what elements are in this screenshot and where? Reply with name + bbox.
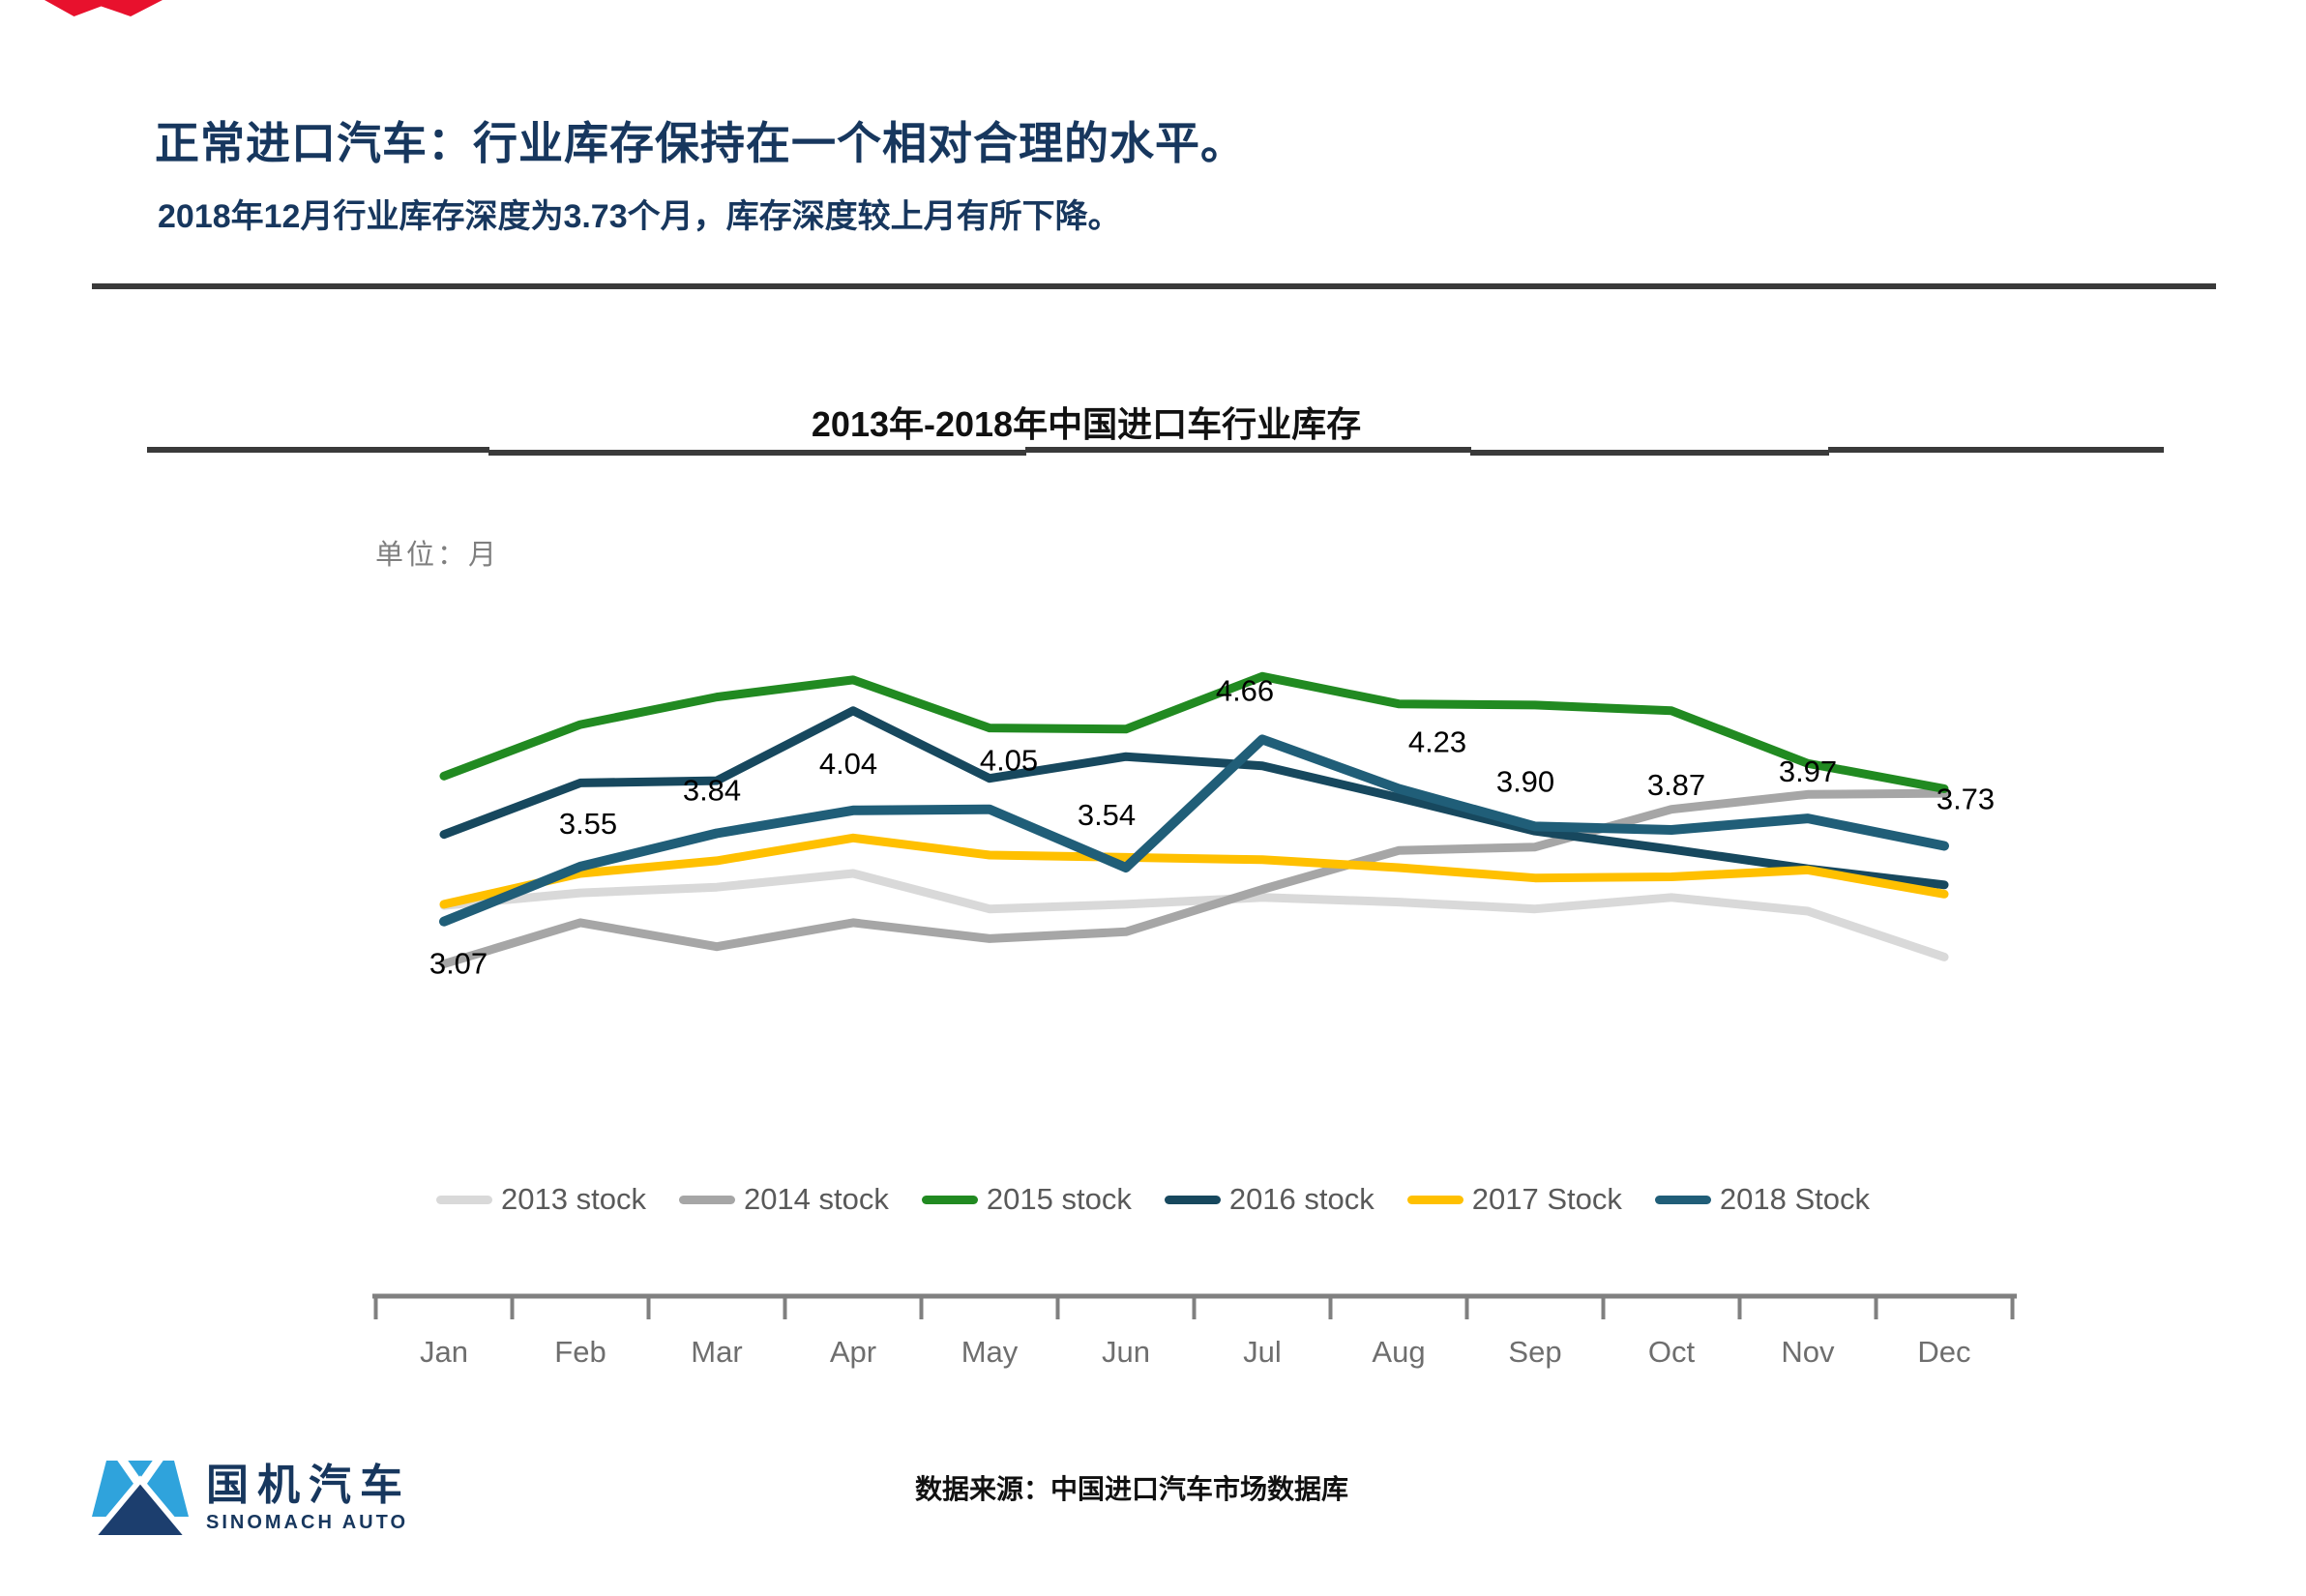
- x-axis-label: Aug: [1372, 1335, 1425, 1369]
- data-label: 3.73: [1936, 783, 1995, 816]
- data-label: 3.55: [559, 807, 617, 841]
- sinomach-logo-icon: [92, 1457, 189, 1540]
- series-line-2018-stock: [439, 734, 1949, 927]
- legend: 2013 stock 2014 stock 2015 stock 2016 stock…: [0, 1182, 2306, 1217]
- x-axis-label: Nov: [1781, 1335, 1835, 1369]
- legend-label: 2014 stock: [743, 1182, 889, 1216]
- x-axis-label: Jul: [1243, 1335, 1282, 1369]
- header-rule: [92, 283, 2216, 289]
- legend-marker: [436, 1195, 493, 1204]
- series-line-2015-stock: [439, 671, 1949, 793]
- legend-marker: [1164, 1195, 1221, 1204]
- underline-segment: [1025, 447, 1471, 453]
- underline-segment: [1828, 447, 2164, 453]
- x-axis-label: Oct: [1648, 1335, 1696, 1369]
- legend-marker: [678, 1195, 735, 1204]
- data-label: 3.87: [1647, 768, 1705, 802]
- x-axis-label: Apr: [830, 1335, 876, 1369]
- page-subtitle: 2018年12月行业库存深度为3.73个月，库存深度较上月有所下降。: [158, 198, 1121, 235]
- logo-name-en: SINOMACH AUTO: [206, 1511, 408, 1533]
- x-axis-label: Feb: [554, 1335, 606, 1369]
- series-line-2013-stock: [439, 869, 1949, 961]
- legend-label: 2013 stock: [501, 1182, 646, 1216]
- underline-segment: [1470, 450, 1829, 456]
- page-title: 正常进口汽车：行业库存保持在一个相对合理的水平。: [155, 118, 1246, 168]
- unit-label: 单位：月: [375, 540, 500, 571]
- legend-label: 2016 stock: [1228, 1182, 1375, 1216]
- legend-label: 2015 stock: [986, 1182, 1132, 1216]
- source-text: 数据来源：中国进口汽车市场数据库: [914, 1474, 1348, 1504]
- x-axis-label: Mar: [691, 1335, 742, 1369]
- data-label: 4.23: [1408, 724, 1466, 758]
- data-label: 3.84: [683, 774, 741, 808]
- data-label: 3.90: [1496, 764, 1554, 798]
- logo-text: 国机汽车 SINOMACH AUTO: [206, 1462, 411, 1533]
- series-line-2016-stock: [439, 706, 1949, 890]
- data-label: 4.05: [980, 744, 1038, 778]
- data-label: 4.04: [819, 747, 877, 781]
- data-label: 3.07: [429, 947, 488, 981]
- chart-title: 2013年-2018年中国进口车行业库存: [811, 404, 1362, 444]
- logo-name-cn: 国机汽车: [206, 1462, 411, 1510]
- legend-item-2016-stock: 2016 stock: [1164, 1182, 1375, 1217]
- x-axis-label: Dec: [1917, 1335, 1970, 1369]
- logo: 国机汽车 SINOMACH AUTO: [92, 1457, 411, 1540]
- legend-label: 2017 Stock: [1471, 1182, 1622, 1216]
- legend-marker: [921, 1195, 978, 1204]
- data-label: 4.66: [1216, 673, 1274, 707]
- series-line-2014-stock: [439, 788, 1949, 968]
- underline-segment: [488, 450, 1026, 456]
- legend-item-2015-stock: 2015 stock: [921, 1182, 1132, 1217]
- series-line-2017-stock: [439, 833, 1949, 909]
- legend-marker: [1406, 1195, 1463, 1204]
- legend-item-2014-stock: 2014 stock: [678, 1182, 889, 1217]
- data-label: 3.54: [1078, 798, 1136, 832]
- x-axis-label: May: [961, 1335, 1019, 1369]
- legend-label: 2018 Stock: [1719, 1182, 1870, 1216]
- legend-item-2017-stock: 2017 Stock: [1406, 1182, 1622, 1217]
- legend-item-2013-stock: 2013 stock: [436, 1182, 646, 1217]
- x-axis-label: Jun: [1102, 1335, 1150, 1369]
- underline-segment: [147, 447, 489, 453]
- data-label: 3.97: [1779, 754, 1837, 788]
- x-axis-label: Jan: [420, 1335, 468, 1369]
- legend-item-2018-stock: 2018 Stock: [1654, 1182, 1870, 1217]
- legend-marker: [1654, 1195, 1711, 1204]
- x-axis-label: Sep: [1508, 1335, 1561, 1369]
